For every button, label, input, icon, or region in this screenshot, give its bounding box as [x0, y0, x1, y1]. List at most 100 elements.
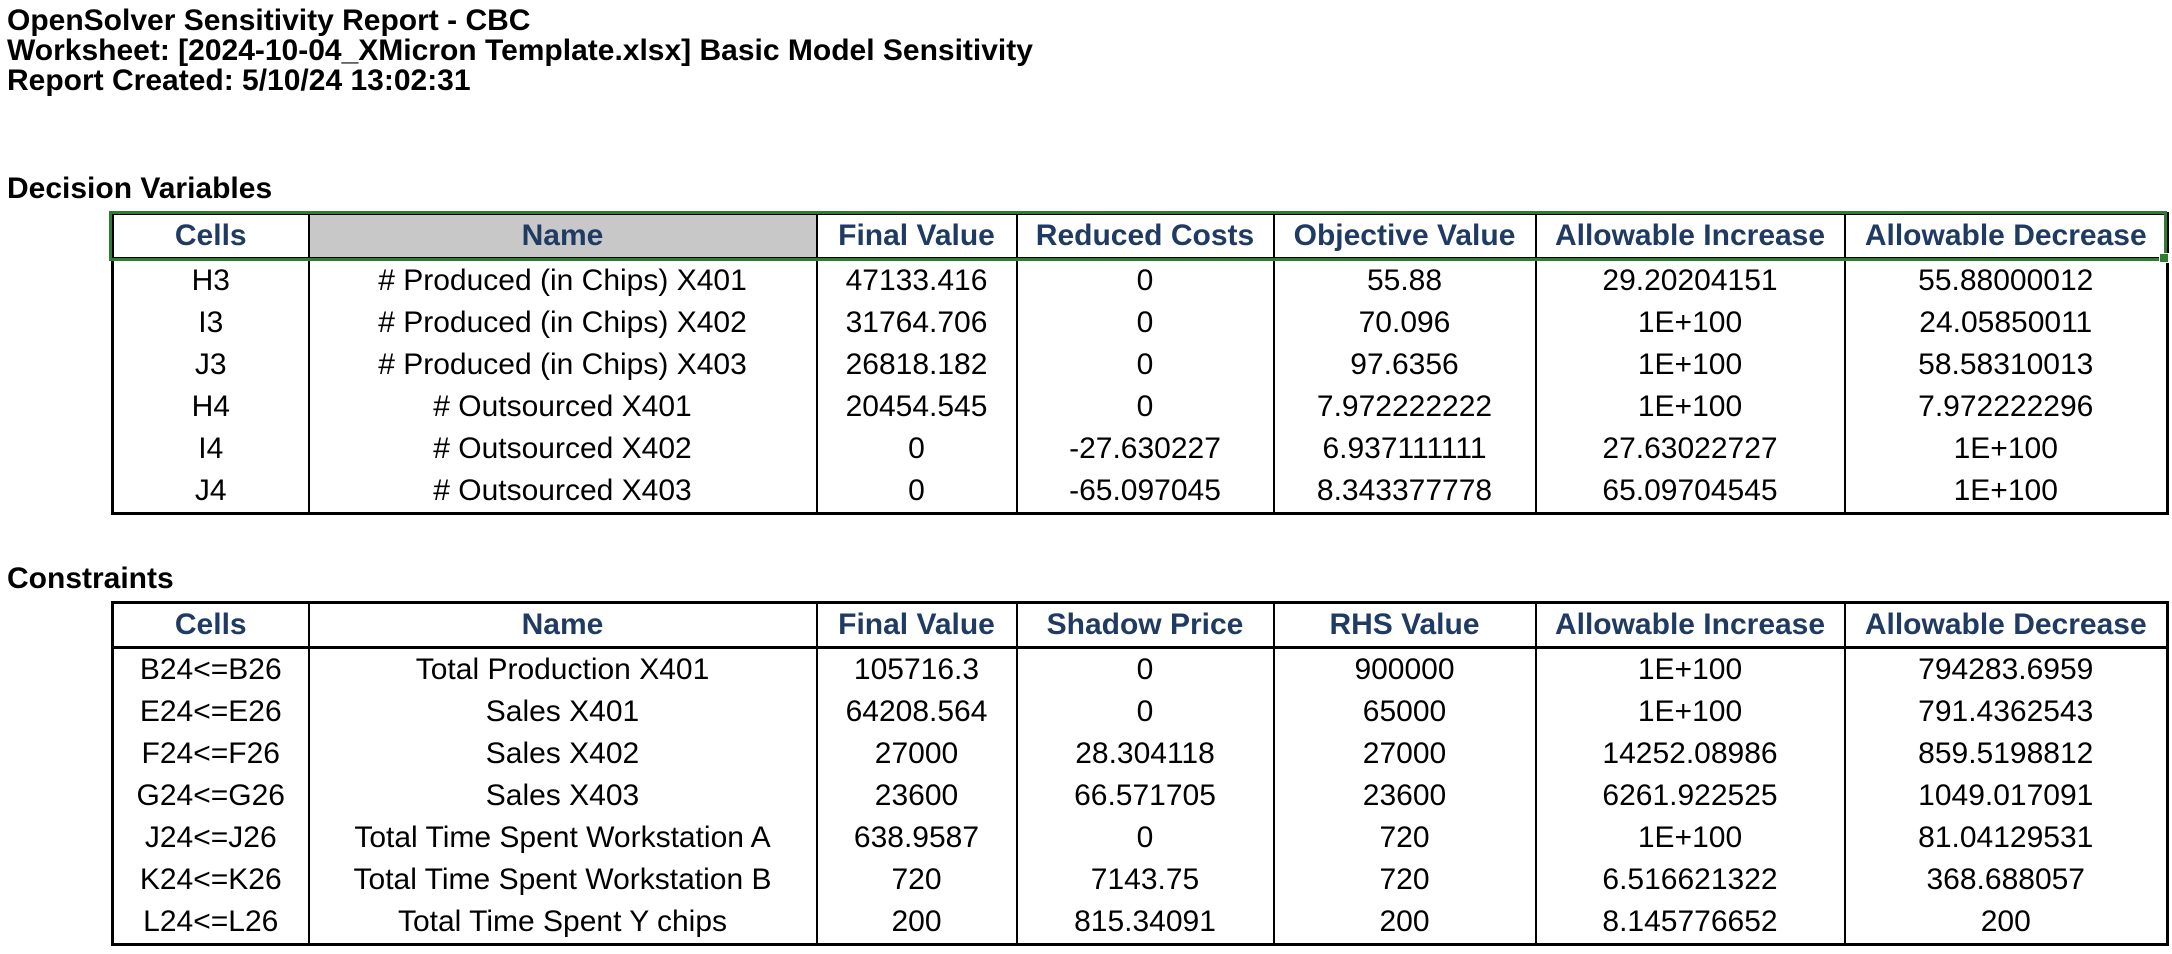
table-cell[interactable]: 6.937111111 [1272, 428, 1536, 470]
table-cell[interactable]: 859.5198812 [1843, 733, 2168, 775]
table-cell[interactable]: 1E+100 [1534, 691, 1845, 733]
table-cell[interactable]: # Outsourced X402 [307, 428, 817, 470]
table-cell[interactable]: 1E+100 [1534, 302, 1845, 344]
table-cell[interactable]: 815.34091 [1015, 901, 1274, 945]
column-header[interactable]: Allowable Increase [1534, 213, 1845, 260]
table-cell[interactable]: Sales X401 [307, 691, 817, 733]
table-cell[interactable]: 1E+100 [1843, 428, 2168, 470]
table-cell[interactable]: I4 [198, 432, 224, 465]
column-header[interactable]: Allowable Increase [1534, 602, 1845, 649]
table-cell[interactable]: 1E+100 [1843, 470, 2168, 514]
table-cell[interactable]: 29.20204151 [1534, 258, 1845, 302]
table-cell[interactable]: 24.05850011 [1843, 302, 2168, 344]
table-cell[interactable]: J24<=J26 [144, 821, 277, 854]
table-cell[interactable]: 23600 [1272, 775, 1536, 817]
fill-handle[interactable] [2159, 253, 2169, 263]
table-cell[interactable]: -65.097045 [1015, 470, 1274, 514]
table-cell[interactable]: # Produced (in Chips) X401 [307, 258, 817, 302]
table-cell[interactable]: 6.516621322 [1534, 859, 1845, 901]
table-cell[interactable]: 64208.564 [815, 691, 1017, 733]
table-cell[interactable]: H4 [191, 390, 230, 423]
table-cell[interactable]: 0 [815, 470, 1017, 514]
table-cell[interactable]: 14252.08986 [1534, 733, 1845, 775]
table-cell[interactable]: 0 [1015, 386, 1274, 428]
table-cell[interactable]: 900000 [1272, 647, 1536, 691]
table-cell[interactable]: 81.04129531 [1843, 817, 2168, 859]
table-cell[interactable]: 70.096 [1272, 302, 1536, 344]
table-cell[interactable]: 65000 [1272, 691, 1536, 733]
table-cell[interactable]: # Produced (in Chips) X402 [307, 302, 817, 344]
table-cell[interactable]: 0 [1015, 817, 1274, 859]
table-cell[interactable]: 55.88 [1272, 258, 1536, 302]
table-cell[interactable]: 7143.75 [1015, 859, 1274, 901]
table-cell[interactable]: 720 [1272, 817, 1536, 859]
table-cell[interactable]: Sales X403 [307, 775, 817, 817]
table-cell[interactable]: I3 [198, 306, 224, 339]
table-cell[interactable]: 27000 [1272, 733, 1536, 775]
table-cell[interactable]: 0 [1015, 344, 1274, 386]
table-cell[interactable]: # Outsourced X401 [307, 386, 817, 428]
table-cell[interactable]: 65.09704545 [1534, 470, 1845, 514]
table-cell[interactable]: 20454.545 [815, 386, 1017, 428]
column-header[interactable]: RHS Value [1272, 602, 1536, 649]
table-cell[interactable]: 27000 [815, 733, 1017, 775]
table-cell[interactable]: 1E+100 [1534, 386, 1845, 428]
table-cell[interactable]: 1E+100 [1534, 647, 1845, 691]
table-cell[interactable]: 200 [1843, 901, 2168, 945]
table-cell[interactable]: 0 [1015, 647, 1274, 691]
table-cell[interactable]: J3 [194, 348, 227, 381]
column-header[interactable]: Reduced Costs [1015, 213, 1274, 260]
table-cell[interactable]: 1E+100 [1534, 817, 1845, 859]
table-cell[interactable]: J4 [194, 474, 227, 507]
table-cell[interactable]: 0 [1015, 691, 1274, 733]
table-cell[interactable]: 0 [1015, 302, 1274, 344]
column-header[interactable]: Name [307, 213, 817, 260]
column-header[interactable]: Name [307, 602, 817, 649]
table-cell[interactable]: 105716.3 [815, 647, 1017, 691]
table-cell[interactable]: 791.4362543 [1843, 691, 2168, 733]
column-header[interactable]: Allowable Decrease [1843, 213, 2168, 260]
column-header[interactable]: Objective Value [1272, 213, 1536, 260]
table-cell[interactable]: 720 [1272, 859, 1536, 901]
table-cell[interactable]: # Outsourced X403 [307, 470, 817, 514]
table-cell[interactable]: 6261.922525 [1534, 775, 1845, 817]
table-cell[interactable]: 794283.6959 [1843, 647, 2168, 691]
column-header[interactable]: Final Value [815, 602, 1017, 649]
column-header[interactable]: Final Value [815, 213, 1017, 260]
table-cell[interactable]: 7.972222222 [1272, 386, 1536, 428]
table-cell[interactable]: 31764.706 [815, 302, 1017, 344]
table-cell[interactable]: 23600 [815, 775, 1017, 817]
table-cell[interactable]: 55.88000012 [1843, 258, 2168, 302]
table-cell[interactable]: 58.58310013 [1843, 344, 2168, 386]
table-cell[interactable]: K24<=K26 [139, 863, 282, 896]
table-cell[interactable]: 1E+100 [1534, 344, 1845, 386]
table-cell[interactable]: 26818.182 [815, 344, 1017, 386]
table-cell[interactable]: 27.63022727 [1534, 428, 1845, 470]
column-header[interactable]: Shadow Price [1015, 602, 1274, 649]
table-cell[interactable]: F24<=F26 [141, 737, 280, 770]
table-cell[interactable]: Sales X402 [307, 733, 817, 775]
table-cell[interactable]: 8.343377778 [1272, 470, 1536, 514]
table-cell[interactable]: Total Time Spent Workstation B [307, 859, 817, 901]
table-cell[interactable]: H3 [191, 264, 230, 297]
table-cell[interactable]: 720 [815, 859, 1017, 901]
table-cell[interactable]: -27.630227 [1015, 428, 1274, 470]
table-cell[interactable]: Total Time Spent Workstation A [307, 817, 817, 859]
table-cell[interactable]: 7.972222296 [1843, 386, 2168, 428]
table-cell[interactable]: B24<=B26 [139, 653, 282, 686]
table-cell[interactable]: 0 [1015, 258, 1274, 302]
column-header[interactable]: Cells [112, 602, 309, 649]
table-cell[interactable]: 200 [1272, 901, 1536, 945]
table-cell[interactable]: 66.571705 [1015, 775, 1274, 817]
table-cell[interactable]: 47133.416 [815, 258, 1017, 302]
table-cell[interactable]: Total Production X401 [307, 647, 817, 691]
table-cell[interactable]: G24<=G26 [136, 779, 285, 812]
table-cell[interactable]: # Produced (in Chips) X403 [307, 344, 817, 386]
table-cell[interactable]: 638.9587 [815, 817, 1017, 859]
column-header[interactable]: Cells [112, 213, 309, 260]
table-cell[interactable]: 28.304118 [1015, 733, 1274, 775]
table-cell[interactable]: E24<=E26 [139, 695, 282, 728]
table-cell[interactable]: 200 [815, 901, 1017, 945]
column-header[interactable]: Allowable Decrease [1843, 602, 2168, 649]
table-cell[interactable]: 1049.017091 [1843, 775, 2168, 817]
